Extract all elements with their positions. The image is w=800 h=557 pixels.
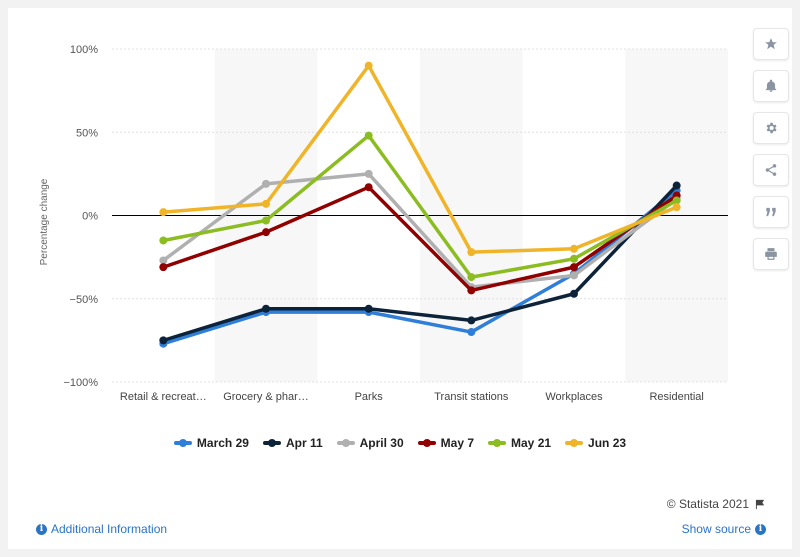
- data-point[interactable]: [262, 199, 270, 208]
- credits[interactable]: © Statista 2021: [667, 497, 766, 511]
- series-line[interactable]: [162, 184, 678, 343]
- data-point[interactable]: [159, 263, 168, 272]
- data-point[interactable]: [570, 271, 578, 280]
- series-line[interactable]: [163, 63, 678, 254]
- gear-icon: [766, 122, 777, 134]
- data-point[interactable]: [262, 228, 270, 237]
- data-point[interactable]: [364, 304, 373, 313]
- data-point[interactable]: [570, 254, 578, 263]
- legend-item[interactable]: March 29: [173, 436, 249, 450]
- additional-information-label: Additional Information: [51, 522, 168, 536]
- y-tick-label: −50%: [70, 294, 99, 306]
- flag-icon: [755, 499, 765, 509]
- x-tick-label: Residential: [649, 391, 703, 403]
- credits-text: © Statista 2021: [666, 497, 749, 511]
- legend-label: May 21: [511, 436, 552, 450]
- favorite-button[interactable]: [753, 28, 789, 60]
- data-point[interactable]: [364, 61, 373, 70]
- series-jun-23: [159, 61, 681, 257]
- data-point[interactable]: [364, 131, 373, 140]
- x-tick-label: Retail & recreat…: [120, 391, 207, 403]
- data-point[interactable]: [159, 208, 168, 217]
- grid-lines: [112, 48, 728, 383]
- x-axis-ticks: Retail & recreat… Grocery & phar… Parks Tra…: [120, 391, 704, 403]
- data-point[interactable]: [570, 263, 578, 272]
- legend-label: Jun 23: [588, 436, 627, 450]
- legend-swatch: [336, 439, 355, 447]
- legend: March 29 Apr 11 April 30 May 7 May 21 Jun 23: [8, 436, 792, 450]
- data-point[interactable]: [672, 196, 681, 205]
- data-point[interactable]: [364, 169, 373, 178]
- series-lines: [159, 61, 681, 348]
- info-icon: i: [755, 523, 766, 535]
- legend-swatch: [173, 439, 192, 447]
- chart-card: 100% 50% 0% −50% −100% Retail & recreat… Groc…: [8, 8, 792, 549]
- settings-button[interactable]: [753, 112, 789, 144]
- y-tick-label: 0%: [82, 211, 98, 223]
- legend-label: April 30: [359, 436, 404, 450]
- legend-label: May 7: [440, 436, 475, 450]
- data-point[interactable]: [467, 328, 476, 337]
- series-line[interactable]: [162, 172, 678, 289]
- y-axis-label: Percentage change: [39, 178, 50, 265]
- data-point[interactable]: [467, 273, 476, 282]
- y-axis-ticks: 100% 50% 0% −50% −100%: [63, 44, 98, 389]
- series-line[interactable]: [162, 133, 678, 279]
- info-icon: i: [36, 523, 47, 535]
- additional-information-link[interactable]: i Additional Information: [36, 522, 167, 536]
- series-line[interactable]: [162, 189, 678, 346]
- data-point[interactable]: [672, 181, 681, 190]
- data-point[interactable]: [262, 179, 270, 188]
- x-tick-label: Grocery & phar…: [223, 391, 309, 403]
- print-icon: [765, 248, 777, 260]
- data-point[interactable]: [467, 248, 476, 257]
- notification-button[interactable]: [753, 70, 789, 102]
- legend-label: March 29: [196, 436, 249, 450]
- legend-swatch: [488, 439, 507, 447]
- data-point[interactable]: [467, 316, 476, 325]
- toolbar: [753, 28, 789, 280]
- series-apr-11: [159, 181, 681, 345]
- bell-icon: [765, 79, 777, 92]
- line-chart: 100% 50% 0% −50% −100% Retail & recreat… Groc…: [39, 44, 728, 403]
- legend-label: Apr 11: [285, 436, 323, 450]
- legend-swatch: [262, 439, 281, 447]
- share-button[interactable]: [753, 154, 789, 186]
- legend-item[interactable]: Jun 23: [565, 436, 626, 450]
- data-point[interactable]: [467, 286, 476, 295]
- data-point[interactable]: [262, 216, 270, 225]
- legend-swatch: [565, 439, 584, 447]
- data-point[interactable]: [159, 236, 168, 245]
- data-point[interactable]: [159, 336, 168, 345]
- series-may-21: [159, 131, 681, 282]
- cite-button[interactable]: [753, 196, 789, 228]
- quote-icon: [766, 207, 776, 217]
- legend-item[interactable]: May 7: [417, 436, 475, 450]
- star-icon: [765, 38, 777, 50]
- x-tick-label: Workplaces: [545, 391, 603, 403]
- legend-swatch: [417, 439, 436, 447]
- x-tick-label: Parks: [355, 391, 384, 403]
- data-point[interactable]: [570, 244, 578, 253]
- data-point[interactable]: [262, 304, 270, 313]
- data-point[interactable]: [672, 203, 681, 212]
- data-point[interactable]: [159, 256, 168, 265]
- legend-item[interactable]: April 30: [336, 436, 404, 450]
- series-line[interactable]: [162, 185, 678, 293]
- data-point[interactable]: [570, 289, 578, 298]
- x-tick-label: Transit stations: [434, 391, 509, 403]
- data-point[interactable]: [364, 183, 373, 192]
- legend-item[interactable]: Apr 11: [262, 436, 323, 450]
- show-source-link[interactable]: Show source i: [682, 522, 766, 536]
- share-icon: [765, 164, 777, 176]
- y-tick-label: 50%: [76, 127, 98, 139]
- y-tick-label: 100%: [70, 44, 98, 56]
- show-source-label: Show source: [681, 522, 751, 536]
- y-tick-label: −100%: [63, 377, 98, 389]
- legend-item[interactable]: May 21: [488, 436, 551, 450]
- print-button[interactable]: [753, 238, 789, 270]
